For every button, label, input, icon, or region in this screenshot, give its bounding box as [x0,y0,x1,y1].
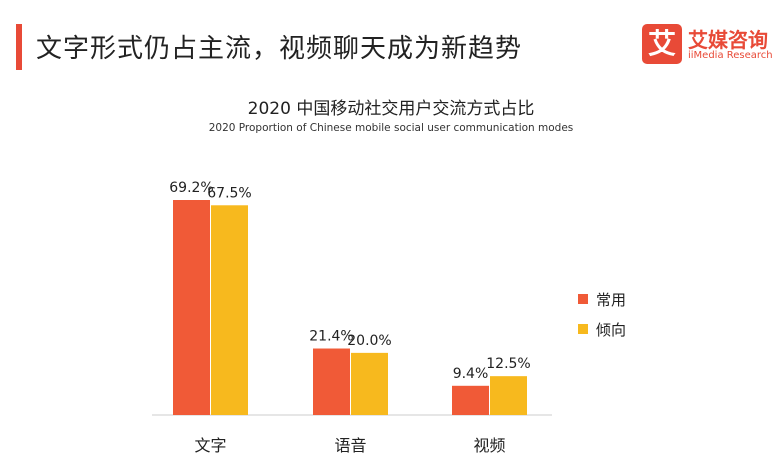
data-label-voice-preferred: 20.0% [347,333,391,349]
logo-name-cn: 艾媒咨询 [688,28,768,52]
bar-text-common [173,200,210,415]
bar-voice-common [313,348,350,415]
data-label-text-preferred: 67.5% [207,185,251,201]
bar-video-preferred [490,376,527,415]
data-label-video-common: 9.4% [453,366,489,382]
legend-item-common: 常用 [578,284,626,314]
category-label-voice: 语音 [334,436,366,455]
category-label-video: 视频 [473,436,505,455]
data-label-video-preferred: 12.5% [486,356,530,372]
chart-subtitle: 2020 Proportion of Chinese mobile social… [208,122,574,134]
logo-mark-icon: 艾 [642,24,682,64]
legend-label-preferred: 倾向 [596,320,627,339]
data-label-voice-common: 21.4% [309,329,353,345]
legend: 常用 倾向 [578,284,626,344]
legend-swatch-preferred [578,324,588,334]
category-label-text: 文字 [194,436,226,455]
iimedia-logo: 艾 艾媒咨询 iiMedia Research [642,24,782,74]
bar-text-preferred [211,205,248,415]
chart-title: 2020 中国移动社交用户交流方式占比 [247,99,535,119]
legend-swatch-common [578,294,588,304]
page-headline: 文字形式仍占主流，视频聊天成为新趋势 [36,34,523,64]
legend-item-preferred: 倾向 [578,314,626,344]
accent-bar [16,24,22,70]
bar-video-common [452,385,489,415]
legend-label-common: 常用 [596,290,627,309]
bar-voice-preferred [351,352,388,415]
logo-name-en: iiMedia Research [688,50,773,61]
data-label-text-common: 69.2% [169,180,213,196]
